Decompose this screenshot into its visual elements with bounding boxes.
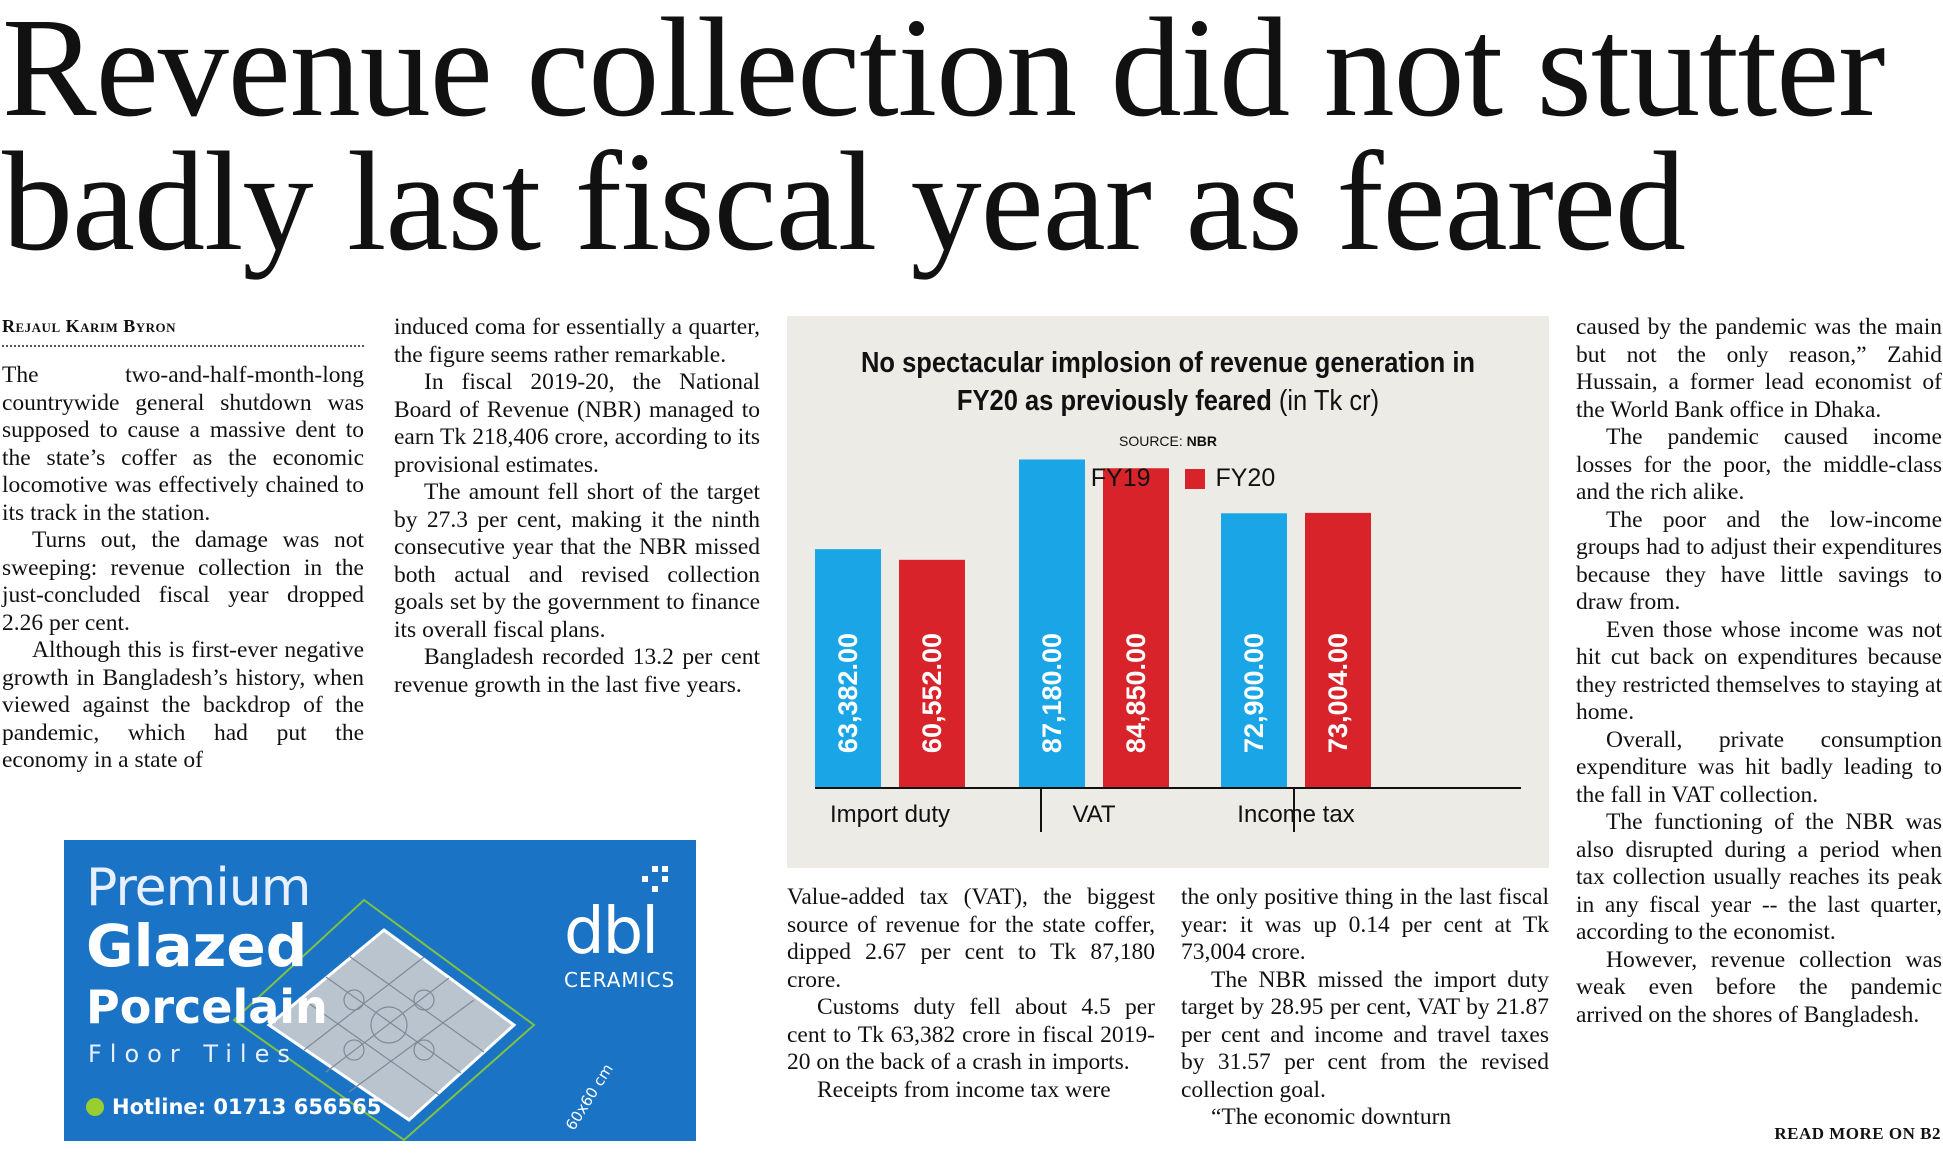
headline: Revenue collection did not stutter badly… [2, 0, 1942, 272]
paragraph: The NBR missed the import duty target by… [1181, 966, 1549, 1103]
paragraph: The two-and-half-month-long countrywide … [2, 362, 364, 526]
article-column-5: caused by the pandemic was the main but … [1576, 314, 1942, 1029]
paragraph: “The economic downturn [1211, 1104, 1452, 1130]
bar-fy19-vat [1019, 459, 1085, 788]
chart-title: No spectacular implosion of revenue gene… [833, 344, 1504, 420]
chart-canvas: 63,382.00 60,552.00 Import duty 87,180.00 84… [815, 459, 1521, 832]
byline: Rejaul Karim Byron [2, 316, 364, 347]
ad-hotline-text: Hotline: 01713 656565 [112, 1095, 382, 1119]
bar-value-label: 84,850.00 [1121, 633, 1151, 753]
paragraph: Value-added tax (VAT), the biggest sourc… [787, 884, 1155, 993]
paragraph: The functioning of the NBR was also disr… [1576, 809, 1942, 945]
paragraph: Customs duty fell about 4.5 per cent to … [787, 994, 1155, 1075]
paragraph: Even those whose income was not hit cut … [1576, 616, 1942, 726]
category-label: Import duty [830, 801, 950, 828]
headline-line-2: badly last fiscal year as feared [2, 122, 1686, 280]
chart-legend: FY19 FY20 [787, 464, 1549, 496]
legend-item-fy19: FY19 [1060, 464, 1151, 493]
paragraph: Overall, private consumption expenditure… [1576, 726, 1942, 808]
legend-label-fy19: FY19 [1090, 464, 1151, 492]
article-column-2: induced coma for essentially a quarter, … [394, 314, 760, 699]
bar-value-label: 72,900.00 [1239, 633, 1269, 753]
headline-line-1: Revenue collection did not stutter [2, 0, 1886, 146]
article-column-3: Value-added tax (VAT), the biggest sourc… [787, 884, 1155, 1104]
paragraph: the only positive thing in the last fisc… [1181, 884, 1549, 965]
ad-line-premium: Premium [86, 858, 311, 918]
bar-fy19-income-tax [1221, 513, 1287, 788]
article-column-4: the only positive thing in the last fisc… [1181, 884, 1549, 1132]
paragraph: The pandemic caused income losses for th… [1576, 424, 1942, 505]
bar-value-label: 60,552.00 [917, 633, 947, 753]
ad-line-glazed: Glazed [86, 912, 308, 980]
dbl-logo-sub: CERAMICS [564, 968, 676, 992]
chart-title-text: No spectacular implosion of revenue gene… [860, 347, 1476, 417]
legend-label-fy20: FY20 [1215, 464, 1276, 492]
chart-source: SOURCE: NBR [787, 433, 1549, 449]
bar-fy20-import-duty [899, 559, 965, 788]
category-label: Income tax [1237, 801, 1354, 828]
bar-fy20-income-tax [1305, 512, 1371, 788]
paragraph: caused by the pandemic was the main but … [1576, 314, 1942, 423]
ad-line-floor-tiles: Floor Tiles [88, 1040, 298, 1068]
paragraph: In fiscal 2019-20, the National Board of… [394, 369, 760, 478]
ad-tile-graphic [232, 866, 668, 1141]
paragraph: induced coma for essentially a quarter, … [394, 314, 760, 368]
paragraph: The poor and the low-income groups had t… [1576, 506, 1942, 616]
bar-value-label: 73,004.00 [1323, 633, 1353, 753]
legend-swatch-fy20 [1185, 468, 1206, 489]
read-more-link[interactable]: READ MORE ON B2 [1774, 1124, 1941, 1143]
chart-source-name: NBR [1186, 433, 1218, 449]
ad-hotline[interactable]: Hotline: 01713 656565 [86, 1095, 381, 1119]
paragraph: However, revenue collection was weak eve… [1576, 946, 1942, 1028]
bar-value-label: 87,180.00 [1037, 633, 1067, 753]
paragraph: Bangladesh recorded 13.2 per cent revenu… [394, 644, 760, 698]
chart-title-unit: (in Tk cr) [1278, 385, 1380, 417]
chart-plot: 63,382.00 60,552.00 Import duty 87,180.00 84… [815, 459, 1521, 832]
category-label: VAT [1072, 801, 1115, 828]
legend-item-fy20: FY20 [1185, 464, 1275, 493]
advertisement-dbl-ceramics[interactable]: Premium Glazed Porcelain Floor Tiles Hot… [64, 840, 696, 1141]
bar-fy20-vat [1103, 468, 1169, 788]
bar-value-label: 63,382.00 [833, 633, 863, 753]
revenue-chart: 63,382.00 60,552.00 Import duty 87,180.00 84… [787, 316, 1549, 868]
phone-icon [86, 1098, 104, 1116]
dbl-logo: dbl [564, 895, 659, 969]
chart-source-label: SOURCE: [1118, 433, 1183, 449]
ad-line-porcelain: Porcelain [86, 980, 328, 1034]
bar-fy19-import-duty [815, 549, 881, 788]
paragraph: Turns out, the damage was not sweeping: … [2, 527, 364, 636]
paragraph: The amount fell short of the target by 2… [394, 479, 760, 643]
article-column-1: The two-and-half-month-long countrywide … [2, 362, 364, 775]
paragraph: Although this is first-ever negative gro… [2, 637, 364, 773]
legend-swatch-fy19 [1060, 468, 1081, 489]
paragraph: Receipts from income tax were [817, 1076, 1111, 1103]
